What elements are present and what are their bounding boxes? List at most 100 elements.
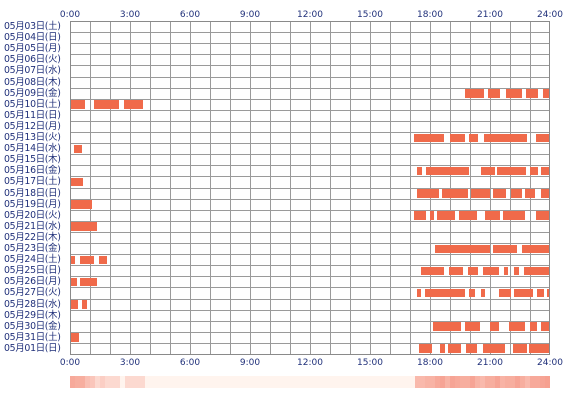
activity-bar (74, 144, 82, 154)
summary-strip-cell (505, 376, 511, 388)
summary-strip-cell (470, 376, 476, 388)
activity-bar (71, 333, 79, 342)
summary-strip-cell (370, 376, 376, 388)
summary-strip-cell (265, 376, 271, 388)
activity-bar (82, 300, 87, 309)
date-label: 05月17日(土) (4, 176, 61, 188)
summary-strip-cell (335, 376, 341, 388)
summary-strip-cell (295, 376, 301, 388)
summary-strip-cell (525, 376, 531, 388)
summary-strip-cell (500, 376, 506, 388)
top-hour-label: 6:00 (179, 10, 201, 20)
summary-strip-cell (415, 376, 421, 388)
summary-strip-cell (455, 376, 461, 388)
bottom-hour-label: 3:00 (119, 358, 141, 368)
summary-strip-cell (190, 376, 196, 388)
date-label: 05月08日(木) (4, 76, 61, 88)
gridline-horizontal (70, 154, 550, 156)
summary-strip-cell (545, 376, 550, 388)
gridline-horizontal (70, 43, 550, 45)
date-label: 05月06日(火) (4, 54, 61, 66)
summary-strip-cell (495, 376, 501, 388)
activity-bar (530, 166, 538, 176)
summary-strip-cell (410, 376, 416, 388)
activity-bar (437, 211, 455, 220)
summary-strip-cell (400, 376, 406, 388)
summary-strip-cell (380, 376, 386, 388)
summary-strip-cell (105, 376, 111, 388)
activity-bar (440, 344, 445, 353)
date-label: 05月29日(木) (4, 309, 61, 321)
activity-bar (70, 255, 75, 265)
summary-strip-cell (115, 376, 121, 388)
top-hour-label: 15:00 (357, 10, 383, 20)
gridline-horizontal (70, 98, 550, 100)
activity-bar (419, 344, 432, 353)
date-label: 05月22日(木) (4, 231, 61, 243)
activity-bar (509, 322, 525, 331)
date-label: 05月21日(水) (4, 220, 61, 232)
summary-strip-cell (280, 376, 286, 388)
activity-bar (497, 166, 526, 176)
activity-bar (514, 266, 519, 276)
gridline-horizontal (70, 298, 550, 300)
date-label: 05月25日(日) (4, 265, 61, 277)
summary-strip-cell (460, 376, 466, 388)
activity-bar (414, 211, 426, 220)
summary-strip-cell (255, 376, 261, 388)
summary-strip-cell (375, 376, 381, 388)
activity-bar (70, 300, 78, 309)
gridline-horizontal (70, 287, 550, 289)
hourly-summary-strip (70, 376, 550, 388)
summary-strip-cell (130, 376, 136, 388)
gridline-horizontal (70, 143, 550, 145)
activity-bar (417, 288, 421, 298)
activity-bar (471, 189, 490, 198)
summary-strip-cell (170, 376, 176, 388)
activity-bar (481, 166, 495, 176)
activity-bar (459, 211, 477, 220)
date-label: 05月20日(火) (4, 209, 61, 221)
summary-strip-cell (165, 376, 171, 388)
date-label: 05月12日(月) (4, 120, 61, 132)
summary-strip-cell (340, 376, 346, 388)
activity-bar (442, 189, 468, 198)
summary-strip-cell (220, 376, 226, 388)
activity-bar (449, 266, 463, 276)
gridline-horizontal (70, 354, 550, 355)
date-label: 05月28日(水) (4, 298, 61, 310)
summary-strip-cell (125, 376, 131, 388)
activity-bar (465, 322, 480, 331)
date-label: 05月30日(金) (4, 320, 61, 332)
top-hour-label: 9:00 (239, 10, 261, 20)
summary-strip-cell (395, 376, 401, 388)
activity-bar (417, 189, 439, 198)
summary-strip-cell (160, 376, 166, 388)
activity-bar (70, 222, 97, 231)
activity-bar (468, 266, 478, 276)
date-label: 05月01日(日) (4, 342, 61, 354)
activity-bar (448, 344, 461, 353)
activity-bar (488, 89, 500, 98)
summary-strip-cell (225, 376, 231, 388)
activity-bar (504, 266, 508, 276)
summary-strip-cell (80, 376, 86, 388)
activity-bar (417, 166, 422, 176)
summary-strip-cell (390, 376, 396, 388)
gridline-horizontal (70, 120, 550, 122)
summary-strip-cell (435, 376, 441, 388)
bottom-hour-label: 6:00 (179, 358, 201, 368)
gridline-horizontal (70, 32, 550, 34)
summary-strip-cell (355, 376, 361, 388)
gridline-horizontal (70, 209, 550, 211)
gridline-horizontal (70, 331, 550, 333)
activity-bar (483, 344, 505, 353)
activity-bar (483, 266, 499, 276)
summary-strip-cell (350, 376, 356, 388)
date-label: 05月07日(水) (4, 65, 61, 77)
summary-strip-cell (145, 376, 151, 388)
activity-bar (124, 100, 143, 109)
activity-bar (466, 344, 477, 353)
gridline-horizontal (70, 243, 550, 244)
